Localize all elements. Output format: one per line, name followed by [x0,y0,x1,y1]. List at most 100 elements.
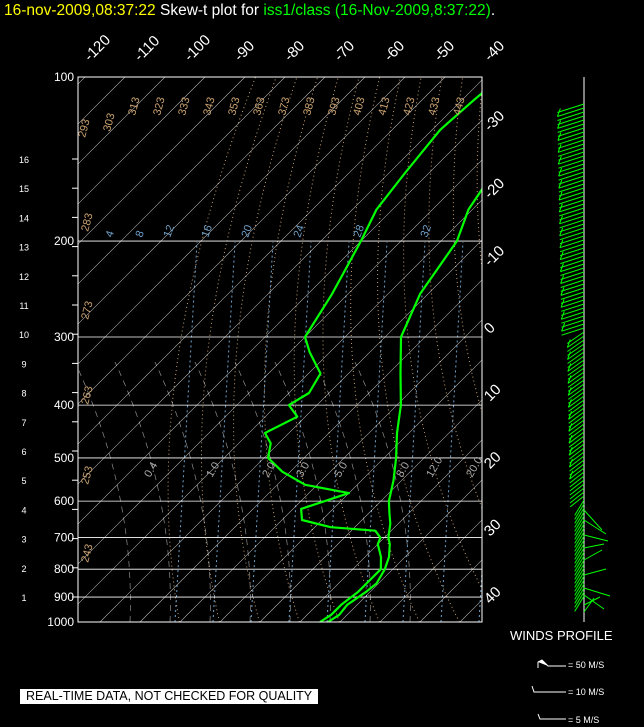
dewpoint-trace [263,91,482,622]
wind-barb [583,543,605,549]
wind-barb [568,431,585,444]
wind-barb [559,239,585,249]
wind-barb [583,587,611,597]
wind-barb-flag [566,339,571,348]
height-tick-label: 2 [21,564,26,574]
mixing-ratio-line [402,241,426,622]
wind-barb [583,594,605,610]
wind-barb [574,571,585,588]
wind-barb-flag [559,239,564,248]
lower-grid-label: 12.0 [424,455,445,480]
title-end: . [490,2,496,19]
wind-barb [557,135,585,145]
wind-barb [558,183,585,193]
wind-legend-10: = 10 M/S [568,687,605,697]
wind-barb-flag [568,447,573,456]
winds-profile-label: WINDS PROFILE [510,628,613,643]
wind-legend-5: = 5 M/S [568,715,600,725]
isotherm-right-label: -30 [481,107,508,134]
height-tick-label: 1 [21,593,26,603]
wind-barb-flag [558,191,563,201]
wind-barb [557,139,585,149]
dry-adiabat-line [428,77,482,510]
temperature-trace [327,187,482,622]
wind-barb [583,534,609,542]
wind-barb [568,435,585,448]
isotherm-line [139,279,482,622]
wind-barb [559,227,585,237]
dry-adiabat-label: 413 [376,96,392,117]
wind-barb [560,291,585,300]
wind-barb [561,319,585,328]
dry-adiabat-label: 373 [276,96,292,117]
isotherm-line [99,239,482,622]
mixing-ratio-label: 24 [292,223,307,239]
wind-barb [568,407,585,420]
moist-adiabat-line [194,361,251,622]
wind-legend-50-flag [538,660,548,666]
wind-barb-flag [560,299,565,308]
pressure-tick-label: 600 [54,494,74,508]
wind-barb [558,191,585,201]
mixing-ratio-label: 12 [162,223,177,239]
wind-barb [568,387,585,400]
height-tick-label: 16 [19,155,29,165]
wind-barb [574,499,585,516]
quality-notice: REAL-TIME DATA, NOT CHECKED FOR QUALITY [20,689,319,704]
height-tick-label: 12 [19,272,29,282]
wind-barb [559,231,585,241]
height-tick-label: 6 [21,447,26,457]
wind-barb [567,363,585,376]
wind-barb [558,179,585,189]
wind-barb [569,483,585,496]
wind-barb [558,167,585,177]
isotherm-top-label: -100 [181,32,214,65]
wind-barb [574,567,585,584]
pressure-tick-label: 1000 [47,615,74,629]
dry-adiabat-line [322,77,380,622]
isotherm-line [339,479,482,622]
wind-barb-flag [569,470,574,480]
isotherm-top-label: -80 [281,37,308,64]
wind-barb [574,511,585,528]
wind-barb [557,131,585,141]
wind-barb-flag [568,423,573,432]
wind-barb [560,283,585,292]
wind-barb [567,359,585,372]
isotherm-line [419,559,482,622]
isotherm-line [78,79,482,485]
wind-barb [558,147,585,157]
mixing-ratio-label: 4 [104,229,117,239]
wind-barbs [556,103,611,613]
wind-barb [574,535,585,552]
wind-barb [558,151,585,161]
isotherm-line [259,399,482,622]
wind-barb-flag [558,179,563,189]
dry-adiabat-label: 243 [79,543,95,564]
wind-legend-5-barb [537,713,566,720]
isotherm-line [78,77,406,405]
wind-barb [567,383,585,396]
isotherm-line [78,77,326,325]
dry-adiabat-line [167,77,256,622]
moist-adiabat-line [274,361,331,622]
wind-barb [558,187,585,197]
wind-barb [560,267,585,276]
wind-barb [574,539,585,556]
wind-barb [557,115,585,125]
wind-barb [583,509,603,531]
wind-barb-flag [567,387,572,396]
wind-barb [558,171,585,181]
isotherm-line [500,77,644,622]
wind-barb-flag [556,108,561,117]
isotherm-line [78,199,482,605]
wind-barb [569,479,585,492]
wind-barb [568,447,585,460]
dry-adiabat-label: 283 [79,212,95,233]
dry-adiabat-line [476,84,482,273]
wind-barb [568,423,585,436]
wind-barb [567,331,585,344]
mixing-ratio-line [212,241,236,622]
dry-adiabat-line [293,77,340,622]
moist-adiabat-line [234,361,291,622]
